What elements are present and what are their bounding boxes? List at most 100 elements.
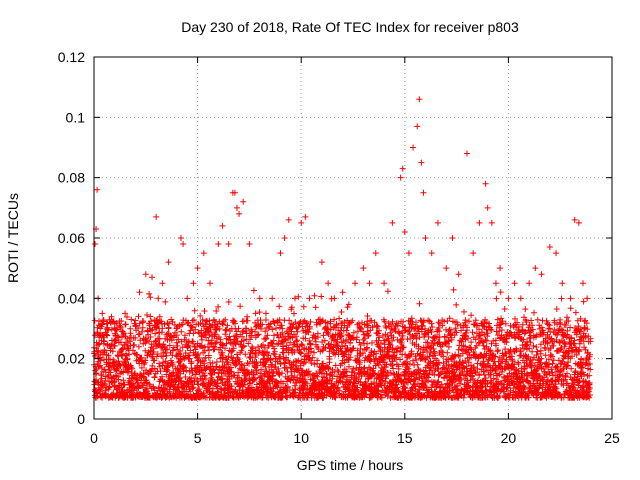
data-point: [225, 241, 232, 248]
data-point: [571, 216, 578, 223]
data-point: [231, 189, 238, 196]
data-point: [497, 265, 504, 272]
y-tick-label: 0.08: [58, 170, 85, 186]
data-point: [352, 280, 359, 287]
data-point: [165, 259, 172, 266]
data-point: [159, 280, 166, 287]
ticks-layer: 0 5 10 15 20 25 0 0.02 0.04 0.06 0.08 0.1 0.12: [58, 49, 620, 446]
data-point: [584, 295, 591, 302]
data-point: [92, 241, 99, 248]
data-point: [246, 241, 253, 248]
data-point: [397, 174, 404, 181]
data-point: [101, 349, 108, 356]
data-point: [511, 280, 518, 287]
x-tick-label: 5: [194, 430, 202, 446]
data-point: [277, 250, 284, 257]
data-point: [399, 165, 406, 172]
data-point: [306, 295, 313, 302]
y-tick-label: 0.12: [58, 49, 85, 65]
x-tick-label: 0: [90, 430, 98, 446]
data-point: [484, 204, 491, 211]
data-point: [173, 325, 180, 332]
data-point: [428, 250, 435, 257]
data-point: [360, 265, 367, 272]
data-point: [372, 250, 379, 257]
data-point: [366, 280, 373, 287]
data-point: [97, 325, 104, 332]
data-point: [492, 280, 499, 287]
data-point: [470, 250, 477, 257]
data-point: [155, 295, 162, 302]
data-point: [107, 319, 114, 326]
data-point: [240, 198, 247, 205]
data-point: [532, 265, 539, 272]
data-point: [325, 280, 332, 287]
data-point: [215, 241, 222, 248]
data-point: [331, 295, 338, 302]
data-point: [178, 235, 185, 241]
data-points-layer: [91, 96, 591, 368]
data-point: [567, 295, 574, 302]
data-point: [302, 213, 309, 220]
dense-points-layer: [91, 286, 594, 401]
data-point: [94, 186, 101, 193]
y-tick-label: 0.1: [66, 109, 86, 125]
data-point: [318, 259, 325, 266]
data-point: [190, 280, 197, 287]
data-point: [132, 322, 139, 329]
data-point: [99, 310, 106, 317]
data-point: [184, 295, 191, 302]
data-point: [207, 280, 214, 287]
data-point: [256, 295, 263, 302]
data-point: [553, 250, 560, 257]
data-point: [252, 310, 259, 317]
chart-title: Day 230 of 2018, Rate Of TEC Index for r…: [181, 19, 519, 35]
x-tick-label: 15: [397, 430, 413, 446]
data-point: [233, 204, 240, 211]
data-point: [389, 219, 396, 226]
data-point: [136, 289, 143, 296]
data-point: [149, 274, 156, 281]
data-point: [420, 189, 427, 196]
y-axis-label: ROTI / TECUs: [5, 193, 21, 283]
data-point: [405, 250, 412, 257]
x-tick-label: 20: [501, 430, 517, 446]
x-tick-label: 10: [293, 430, 309, 446]
data-point: [476, 219, 483, 226]
y-tick-label: 0.04: [58, 290, 85, 306]
data-point: [122, 310, 129, 317]
data-point: [194, 265, 201, 272]
data-point: [153, 213, 160, 220]
data-point: [219, 222, 226, 229]
data-point: [281, 235, 288, 241]
data-point: [269, 295, 276, 302]
data-point: [298, 219, 305, 226]
data-point: [455, 271, 462, 278]
data-point: [96, 340, 103, 347]
data-point: [312, 304, 319, 311]
data-point: [262, 310, 269, 317]
grid-layer: [94, 57, 612, 419]
data-point: [180, 241, 187, 248]
data-point: [339, 289, 346, 296]
data-point: [103, 331, 110, 338]
data-point: [381, 280, 388, 287]
data-point: [422, 235, 429, 241]
y-tick-label: 0.06: [58, 230, 85, 246]
data-point: [538, 271, 545, 278]
data-point: [416, 96, 423, 103]
data-point: [345, 301, 352, 308]
data-point: [579, 280, 586, 287]
data-point: [575, 219, 582, 226]
data-point: [505, 295, 512, 302]
data-point: [449, 235, 456, 241]
data-point: [410, 144, 417, 151]
data-point: [128, 316, 135, 323]
data-point: [401, 228, 408, 235]
data-point: [414, 123, 421, 130]
data-point: [142, 271, 149, 278]
y-tick-label: 0.02: [58, 351, 85, 367]
data-point: [559, 280, 566, 287]
data-point: [443, 265, 450, 272]
